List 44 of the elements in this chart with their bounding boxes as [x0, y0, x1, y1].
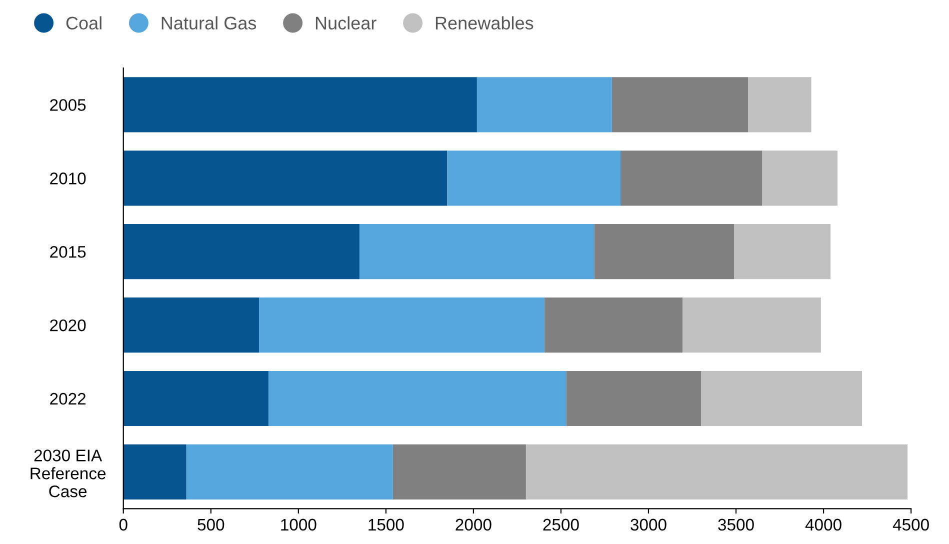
bar [620, 150, 762, 206]
x-tick-label: 1000 [281, 518, 316, 531]
bar [123, 77, 477, 132]
bar [762, 150, 838, 206]
y-tick-label: 2020 [50, 319, 86, 332]
bar [566, 370, 701, 426]
bar [682, 298, 821, 353]
bar [594, 224, 734, 280]
bar [186, 444, 393, 500]
x-tick-label: 2000 [456, 518, 492, 531]
bar [123, 150, 448, 206]
bar [123, 370, 269, 426]
bar [360, 224, 594, 280]
bar [123, 224, 360, 280]
bar [476, 77, 612, 132]
legend-label: Renewables [436, 16, 534, 30]
bar [544, 298, 683, 353]
bar [259, 298, 544, 353]
y-tick-label: 2010 [50, 172, 86, 184]
x-tick-label: 0 [119, 518, 128, 531]
x-tick-label: 4500 [892, 518, 929, 531]
x-tick-label: 3500 [718, 518, 754, 531]
bar [392, 444, 526, 500]
legend-label: Coal [66, 16, 102, 30]
x-tick-label: 500 [198, 518, 224, 531]
y-tick-label: 2015 [50, 246, 86, 258]
legend-label: Nuclear [316, 16, 376, 30]
bar [748, 77, 812, 132]
x-tick-label: 4000 [805, 518, 842, 531]
x-tick-label: 3000 [630, 518, 666, 531]
x-tick-label: 2500 [543, 518, 579, 531]
bar [123, 444, 186, 500]
bar [700, 370, 862, 426]
bar [268, 370, 566, 426]
x-tick-label: 1500 [368, 518, 404, 531]
bar [734, 224, 831, 280]
bar [612, 77, 748, 132]
legend-label: Natural Gas [162, 16, 256, 30]
bar [447, 150, 620, 206]
y-tick-label: 2030 EIA Reference Case [30, 450, 106, 498]
y-tick-label: 2005 [50, 99, 86, 111]
bar [526, 444, 908, 500]
bar [123, 298, 260, 353]
y-tick-label: 2022 [50, 392, 86, 405]
